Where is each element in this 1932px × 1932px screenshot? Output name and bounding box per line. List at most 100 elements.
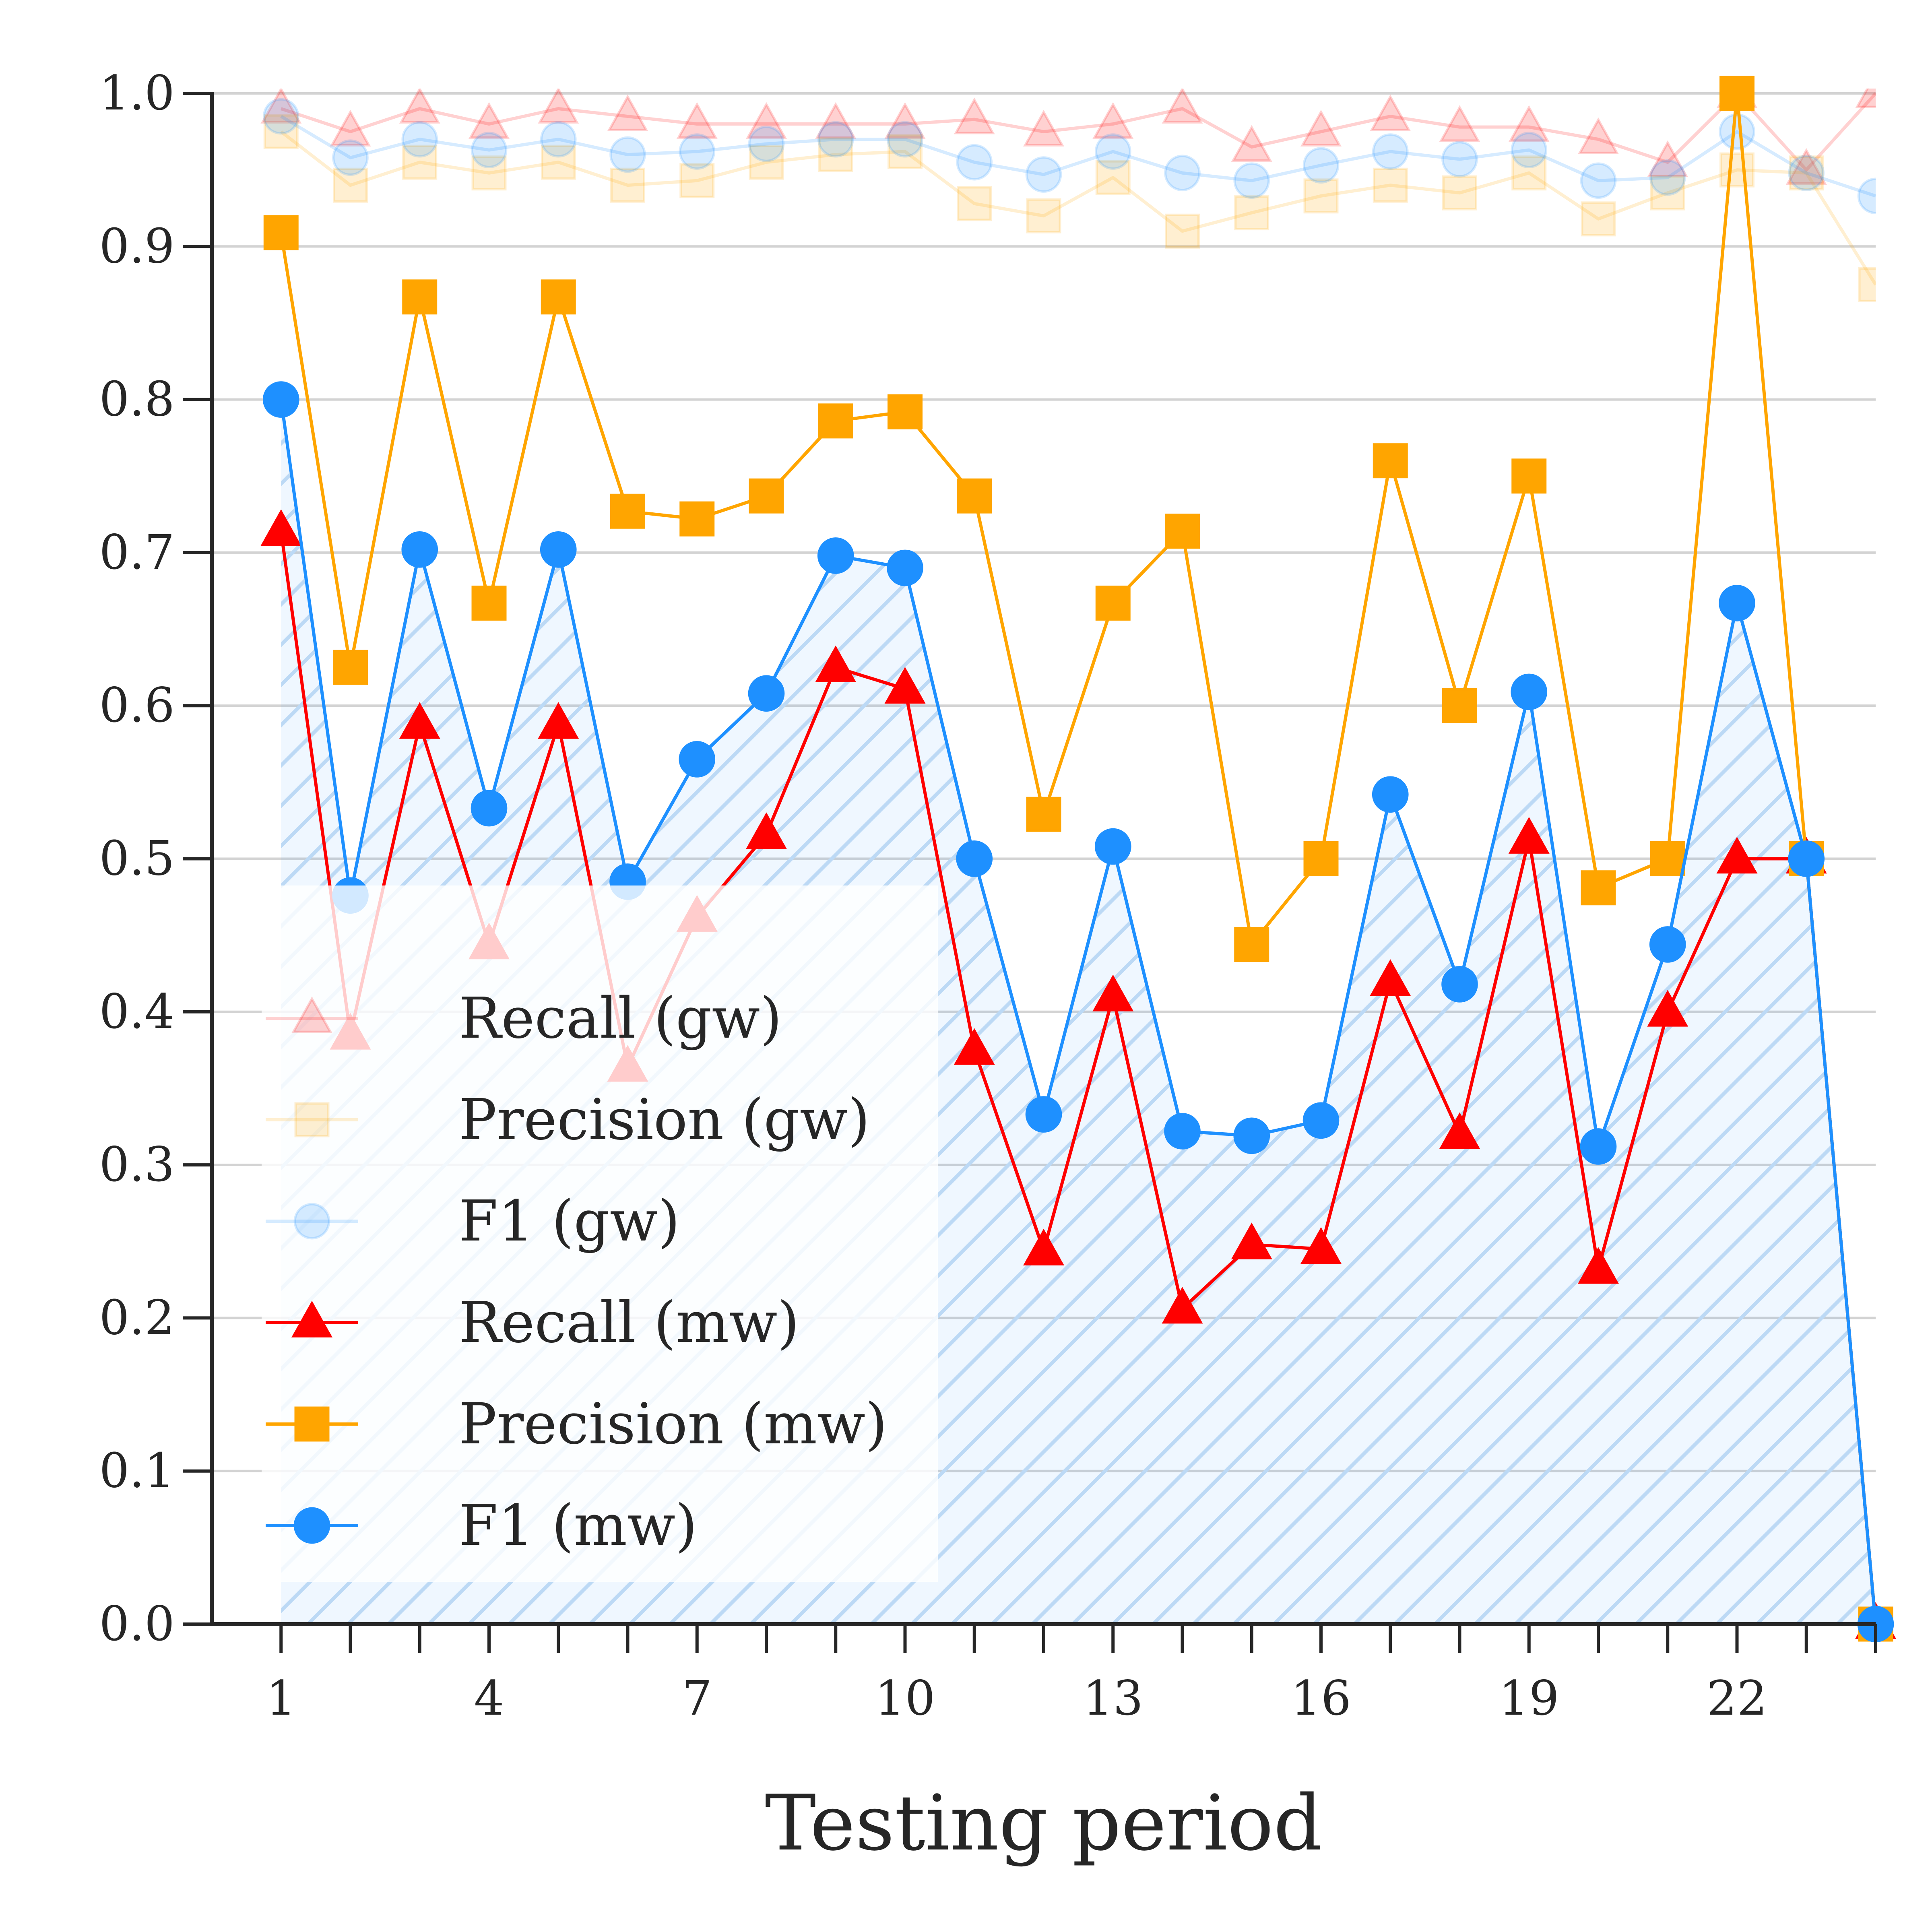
legend-marker — [291, 996, 332, 1033]
data-point-precision-gw — [1511, 155, 1547, 191]
data-point-f1-gw — [262, 98, 299, 135]
series-line-f1-gw — [280, 115, 1876, 198]
data-point-f1-mw — [956, 840, 993, 877]
legend-label: Recall (gw) — [459, 986, 782, 1051]
data-point-f1-gw — [679, 133, 716, 170]
data-point-f1-gw — [1649, 159, 1686, 196]
data-point-f1-gw — [1094, 133, 1131, 170]
data-point-recall-gw — [1231, 125, 1272, 162]
y-tick-label: 0.1 — [99, 1443, 175, 1499]
data-point-recall-mw — [1647, 990, 1688, 1027]
data-point-recall-gw — [1508, 105, 1550, 142]
data-point-recall-mw — [815, 645, 857, 682]
data-point-f1-gw — [1233, 162, 1270, 199]
x-tick-label: 7 — [682, 1670, 712, 1726]
data-point-precision-gw — [1650, 175, 1685, 211]
y-tick-label: 0.8 — [99, 372, 175, 427]
data-point-precision-mw — [1581, 870, 1616, 906]
data-point-f1-gw — [1857, 178, 1876, 215]
data-point-recall-gw — [330, 109, 371, 147]
data-point-f1-mw — [401, 531, 438, 568]
x-tick-label: 19 — [1499, 1670, 1559, 1726]
data-point-precision-gw — [888, 134, 923, 169]
data-point-recall-gw — [1023, 109, 1064, 147]
data-point-recall-mw — [746, 812, 787, 849]
data-point-f1-gw — [540, 121, 577, 158]
data-point-f1-mw — [540, 531, 577, 568]
data-point-precision-gw — [749, 144, 784, 180]
x-axis-label: Testing period — [765, 1779, 1322, 1868]
data-point-recall-mw — [1300, 1227, 1342, 1264]
data-point-precision-gw — [610, 167, 645, 203]
data-point-f1-gw — [1580, 162, 1617, 199]
y-tick-label: 0.6 — [99, 677, 175, 733]
data-point-recall-gw — [1162, 89, 1203, 124]
data-point-recall-gw — [815, 102, 857, 139]
data-point-f1-gw — [956, 144, 993, 181]
data-point-recall-mw — [1162, 1287, 1203, 1324]
data-point-f1-mw — [1025, 1096, 1062, 1133]
data-point-precision-gw — [1303, 178, 1339, 214]
data-point-f1-gw — [748, 126, 785, 162]
data-point-recall-gw — [746, 102, 787, 139]
data-point-precision-mw — [263, 215, 299, 250]
data-point-precision-gw — [333, 167, 368, 203]
data-point-f1-gw — [1441, 141, 1478, 178]
data-point-recall-mw — [1578, 1247, 1619, 1284]
data-point-recall-mw — [1370, 959, 1411, 996]
legend-label: F1 (gw) — [459, 1189, 680, 1254]
data-point-precision-gw — [1581, 201, 1616, 237]
data-point-precision-gw — [1373, 167, 1408, 203]
data-point-f1-gw — [1511, 132, 1548, 169]
data-point-precision-mw — [1165, 514, 1200, 549]
data-point-f1-gw — [1372, 133, 1409, 170]
data-point-precision-gw — [1858, 267, 1876, 302]
data-point-f1-mw — [1302, 1102, 1340, 1139]
data-point-f1-mw — [1580, 1128, 1617, 1165]
data-point-precision-mw — [818, 403, 853, 439]
data-point-f1-mw — [1649, 926, 1686, 963]
data-point-f1-mw — [679, 741, 716, 778]
data-point-recall-gw — [1370, 94, 1411, 131]
legend: Recall (gw) Precision (gw) F1 (gw) Recall (… — [262, 886, 938, 1582]
data-point-f1-gw — [1025, 156, 1062, 193]
data-point-recall-mw — [884, 667, 926, 704]
data-point-recall-gw — [1855, 89, 1876, 108]
data-point-recall-gw — [538, 89, 579, 124]
data-point-f1-mw — [1788, 840, 1825, 877]
series-line-f1-mw — [279, 399, 1877, 1624]
series-line-recall-mw — [279, 531, 1877, 1624]
data-point-precision-mw — [1650, 841, 1685, 876]
data-point-f1-mw — [1719, 585, 1755, 621]
y-tick-label: 0.2 — [99, 1290, 175, 1345]
data-point-f1-mw — [262, 381, 299, 418]
data-point-f1-gw — [817, 121, 854, 158]
data-point-recall-gw — [1439, 105, 1480, 142]
data-point-recall-mw — [1508, 817, 1550, 854]
data-point-precision-mw — [888, 394, 923, 429]
x-tick-label: 13 — [1083, 1670, 1143, 1726]
data-point-f1-mw — [1233, 1117, 1270, 1154]
data-point-recall-gw — [1785, 148, 1827, 185]
data-point-precision-mw — [1303, 841, 1339, 876]
faded-series-layer — [260, 89, 1876, 302]
data-point-precision-gw — [541, 144, 576, 180]
legend-marker — [293, 1203, 330, 1240]
data-point-precision-mw — [1511, 458, 1547, 494]
legend-marker — [294, 1102, 330, 1137]
y-tick-label: 1.0 — [99, 65, 175, 121]
data-point-precision-gw — [1234, 195, 1269, 231]
y-tick-label: 0.9 — [99, 218, 175, 274]
data-point-recall-gw — [1647, 140, 1688, 177]
legend-background — [262, 886, 938, 1582]
data-point-precision-gw — [818, 137, 853, 172]
data-point-precision-mw — [471, 585, 507, 621]
data-point-precision-mw — [1095, 585, 1131, 621]
legend-label: Recall (mw) — [459, 1290, 799, 1356]
data-point-f1-gw — [1788, 155, 1825, 192]
data-point-precision-mw — [1719, 76, 1754, 111]
data-point-f1-gw — [609, 136, 646, 173]
data-point-f1-mw — [1164, 1113, 1201, 1150]
data-point-recall-mw — [1023, 1228, 1064, 1265]
